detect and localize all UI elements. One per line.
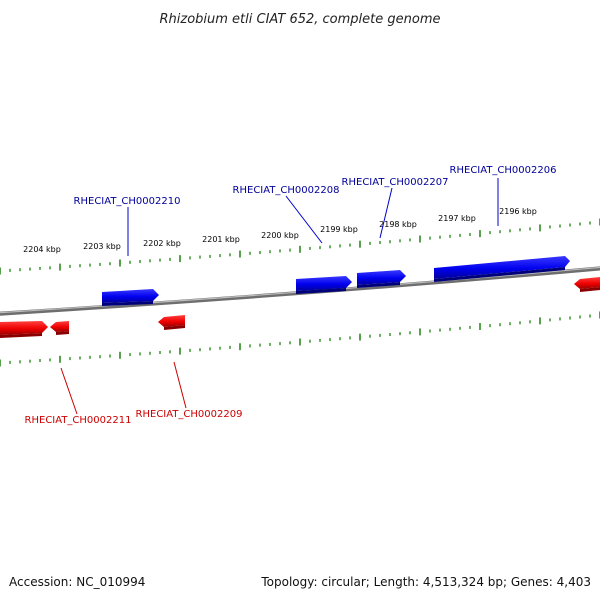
kbp-label: 2200 kbp xyxy=(261,231,299,240)
accession-text: Accession: NC_010994 xyxy=(9,575,145,589)
gene-label-rheciat-ch0002206[interactable]: RHECIAT_CH0002206 xyxy=(450,165,557,176)
kbp-label: 2199 kbp xyxy=(320,225,358,234)
kbp-label: 2197 kbp xyxy=(438,214,476,223)
gene-feature[interactable] xyxy=(434,256,570,282)
gene-label-rheciat-ch0002207[interactable]: RHECIAT_CH0002207 xyxy=(342,177,449,188)
genome-summary-text: Topology: circular; Length: 4,513,324 bp… xyxy=(260,575,591,589)
forward-tick-track xyxy=(0,218,600,275)
gene-leader-line xyxy=(379,187,393,239)
map-title: Rhizobium etli CIAT 652, complete genome xyxy=(160,12,441,27)
gene-feature[interactable] xyxy=(50,321,69,335)
kbp-label: 2202 kbp xyxy=(143,239,181,248)
kbp-label: 2204 kbp xyxy=(23,245,61,254)
gene-leader-line xyxy=(285,195,323,244)
kbp-label: 2196 kbp xyxy=(499,207,537,216)
reverse-tick-track xyxy=(0,311,600,367)
gene-leader-line xyxy=(60,367,78,415)
gene-feature[interactable] xyxy=(574,277,600,292)
kbp-label: 2203 kbp xyxy=(83,242,121,251)
kbp-label: 2201 kbp xyxy=(202,235,240,244)
gene-feature[interactable] xyxy=(102,289,159,306)
gene-feature[interactable] xyxy=(296,276,352,294)
gene-label-rheciat-ch0002208[interactable]: RHECIAT_CH0002208 xyxy=(233,185,340,196)
gene-leader-line xyxy=(173,361,187,409)
gene-label-rheciat-ch0002210[interactable]: RHECIAT_CH0002210 xyxy=(74,196,181,207)
gene-feature[interactable] xyxy=(357,270,406,288)
gene-feature[interactable] xyxy=(0,321,48,338)
gene-label-rheciat-ch0002211[interactable]: RHECIAT_CH0002211 xyxy=(25,415,132,426)
kbp-label: 2198 kbp xyxy=(379,220,417,229)
kbp-label-group: 2196 kbp 2197 kbp 2198 kbp 2199 kbp 2200… xyxy=(23,207,537,254)
gene-feature[interactable] xyxy=(158,315,185,330)
gene-label-rheciat-ch0002209[interactable]: RHECIAT_CH0002209 xyxy=(136,409,243,420)
